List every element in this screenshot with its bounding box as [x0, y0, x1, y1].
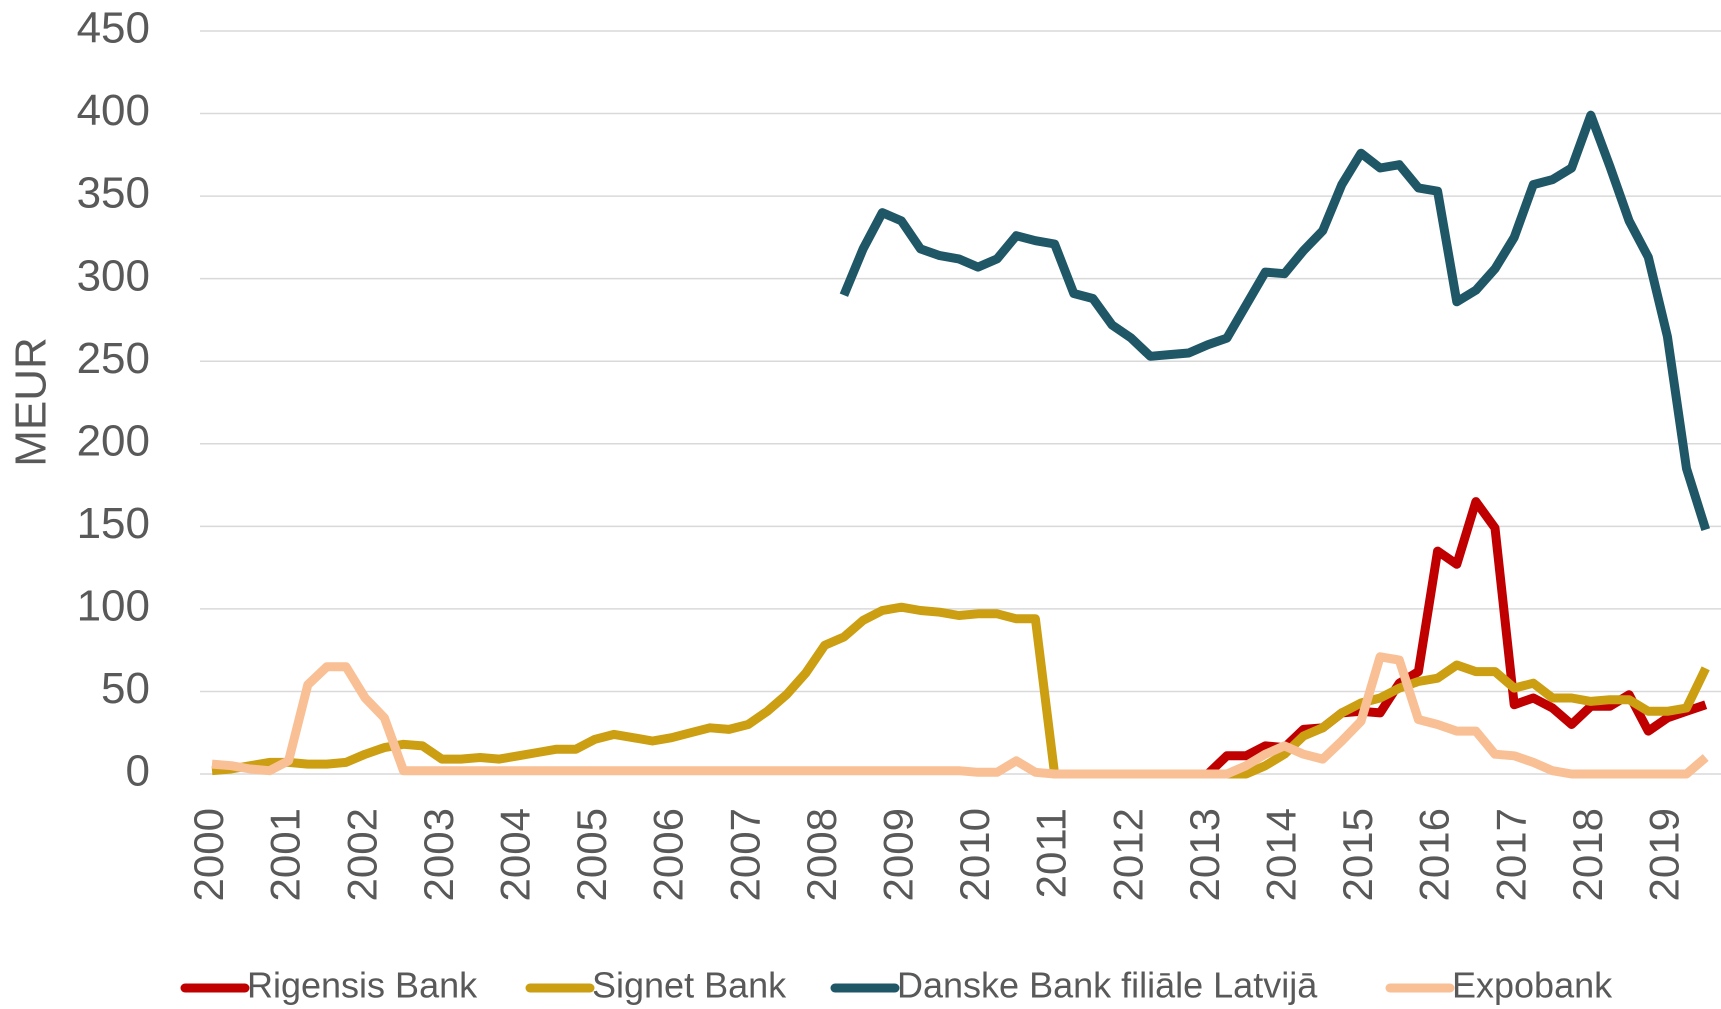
x-tick-label: 2000	[185, 808, 232, 901]
y-tick-label: 100	[77, 582, 150, 631]
y-axis-label: MEUR	[7, 337, 56, 467]
x-tick-label: 2008	[798, 808, 845, 901]
x-tick-label: 2007	[721, 808, 768, 901]
x-tick-label: 2004	[491, 808, 538, 901]
y-tick-label: 450	[77, 4, 150, 53]
y-tick-label: 200	[77, 416, 150, 465]
x-tick-label: 2016	[1411, 808, 1458, 901]
x-tick-label: 2019	[1640, 808, 1687, 901]
y-tick-label: 350	[77, 169, 150, 218]
x-tick-label: 2003	[415, 808, 462, 901]
x-tick-label: 2015	[1334, 808, 1381, 901]
x-tick-label: 2002	[338, 808, 385, 901]
x-tick-label: 2013	[1181, 808, 1228, 901]
x-tick-label: 2010	[951, 808, 998, 901]
x-tick-label: 2017	[1487, 808, 1534, 901]
x-tick-label: 2018	[1564, 808, 1611, 901]
x-tick-label: 2009	[874, 808, 921, 901]
y-tick-label: 400	[77, 86, 150, 135]
y-tick-label: 150	[77, 499, 150, 548]
legend-label: Rigensis Bank	[247, 965, 478, 1006]
x-tick-label: 2001	[262, 808, 309, 901]
x-tick-label: 2014	[1257, 808, 1304, 901]
y-tick-label: 300	[77, 251, 150, 300]
legend-label: Expobank	[1452, 965, 1613, 1006]
x-tick-label: 2012	[1104, 808, 1151, 901]
y-tick-label: 250	[77, 334, 150, 383]
y-tick-label: 0	[126, 747, 150, 796]
line	[211, 652, 1709, 779]
x-tick-label: 2005	[568, 808, 615, 901]
x-tick-label: 2006	[645, 808, 692, 901]
legend-label: Signet Bank	[592, 965, 787, 1006]
line	[211, 602, 1710, 779]
x-tick-label: 2011	[1028, 808, 1075, 898]
line	[839, 110, 1710, 531]
legend-label: Danske Bank filiāle Latvijā	[897, 965, 1318, 1006]
y-tick-label: 50	[101, 664, 150, 713]
